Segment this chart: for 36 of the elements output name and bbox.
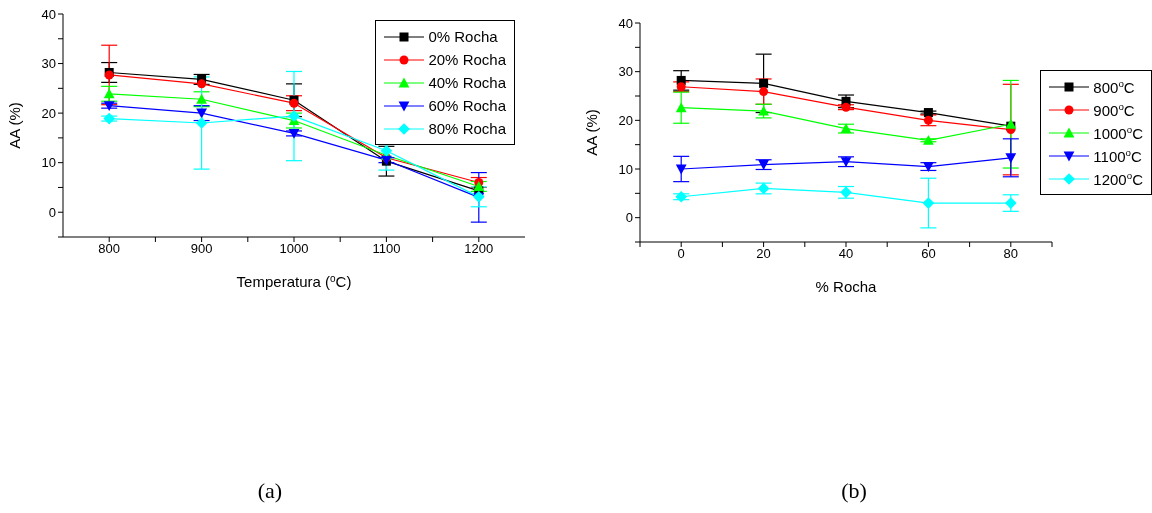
x-tick-label: 60 [921, 246, 936, 262]
legend-label: 0% Rocha [428, 28, 498, 45]
legend-label: 80% Rocha [428, 120, 506, 137]
x-tick-label: 1100 [372, 241, 401, 257]
x-tick-label: 0 [677, 246, 685, 262]
text: (a) [257, 478, 283, 503]
legend-label: 40% Rocha [428, 74, 506, 91]
y-tick-label: 30 [41, 56, 56, 72]
legend-label: 1000$^{o}$C [1093, 123, 1143, 142]
legend-label: 800$^{o}$C [1093, 77, 1135, 96]
x-tick-label: 40 [838, 246, 854, 262]
y-tick-label: 20 [618, 112, 633, 128]
y-tick-label: 10 [618, 161, 633, 177]
x-axis-title: Temperatura ($^{o}$C) [236, 272, 352, 290]
x-tick-label: 1200 [464, 241, 494, 257]
legend-label: 60% Rocha [428, 97, 506, 114]
y-tick-label: 20 [41, 105, 56, 121]
x-tick-label: 1000 [279, 241, 309, 257]
y-tick-label: 40 [41, 6, 56, 22]
text: (b) [841, 478, 867, 503]
legend-label: 1100$^{o}$C [1093, 146, 1142, 165]
y-tick-label: 0 [48, 204, 56, 220]
x-tick-label: 80 [1003, 246, 1019, 262]
legend-label: 900$^{o}$C [1093, 100, 1135, 119]
y-tick-label: 40 [618, 15, 633, 31]
legend-label: 1200$^{o}$C [1093, 169, 1143, 188]
legend-label: 20% Rocha [428, 51, 506, 68]
y-tick-label: 30 [618, 64, 633, 80]
y-axis-title: AA (%) [583, 109, 600, 156]
y-tick-label: 10 [41, 155, 56, 171]
x-tick-label: 20 [756, 246, 771, 262]
x-axis-title: % Rocha [815, 278, 878, 295]
y-tick-label: 0 [625, 210, 633, 226]
y-axis-title: AA (%) [6, 102, 23, 149]
x-tick-label: 900 [190, 241, 213, 257]
x-tick-label: 800 [98, 241, 121, 257]
